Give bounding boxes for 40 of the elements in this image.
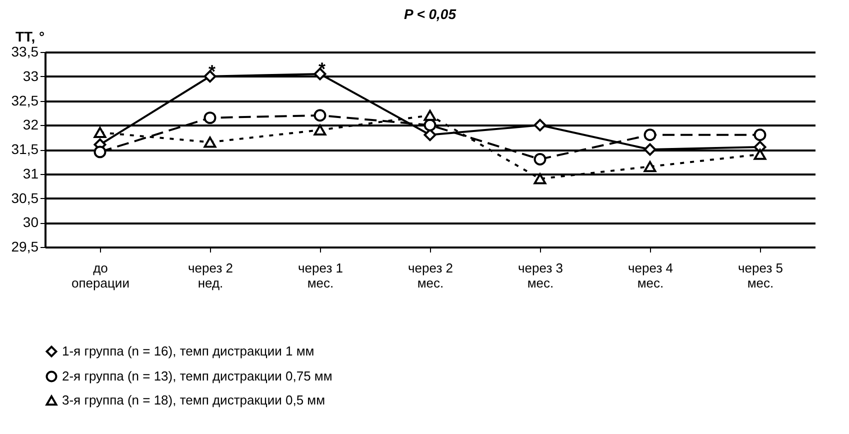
annotation: * bbox=[208, 61, 216, 82]
point bbox=[534, 153, 546, 166]
point bbox=[534, 173, 546, 184]
point bbox=[314, 124, 326, 136]
x-tick-label: через 2 мес. bbox=[408, 260, 453, 290]
y-tick-label: 33 bbox=[22, 68, 39, 84]
x-tick-label: через 5 мес. bbox=[738, 260, 783, 290]
point bbox=[204, 112, 216, 124]
point bbox=[94, 126, 106, 138]
point bbox=[204, 136, 216, 148]
y-tick-label: 31 bbox=[22, 165, 39, 182]
legend-label: 2-я группа (n = 13), темп дистракции 0,75 мм bbox=[62, 368, 332, 384]
point bbox=[204, 70, 216, 83]
legend-label: 1-я группа (n = 16), темп дистракции 1 мм bbox=[62, 344, 314, 358]
y-tick-label: 30 bbox=[22, 214, 39, 230]
point bbox=[754, 148, 766, 160]
y-tick-label: 33,5 bbox=[11, 44, 39, 60]
y-tick-label: 29,5 bbox=[11, 238, 39, 254]
point bbox=[644, 161, 656, 172]
y-tick-label: 32,5 bbox=[11, 92, 39, 108]
x-tick-label: через 1 мес. bbox=[298, 260, 343, 290]
x-tick-label: через 4 мес. bbox=[628, 260, 673, 290]
point bbox=[534, 118, 546, 132]
x-tick-label: через 3 мес. bbox=[518, 260, 563, 290]
chart-title: P < 0,05 bbox=[404, 6, 456, 22]
point bbox=[754, 128, 766, 142]
y-tick-label: 30,5 bbox=[11, 190, 39, 206]
point bbox=[424, 110, 436, 121]
y-tick-label: 32 bbox=[22, 116, 39, 133]
y-tick-label: 31,5 bbox=[11, 141, 39, 157]
x-tick-label: через 2 нед. bbox=[188, 260, 233, 290]
point bbox=[644, 128, 656, 142]
x-tick-label: до операции bbox=[72, 260, 130, 290]
point bbox=[94, 146, 106, 158]
y-axis-title: ТТ, ° bbox=[16, 28, 45, 44]
point bbox=[314, 68, 326, 80]
legend-label: 3-я группа (n = 18), темп дистракции 0,5 мм bbox=[62, 392, 326, 408]
point bbox=[644, 143, 656, 156]
point bbox=[314, 109, 326, 122]
annotation: * bbox=[318, 58, 326, 79]
